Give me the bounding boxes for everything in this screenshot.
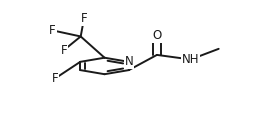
Text: F: F xyxy=(49,24,56,37)
Text: F: F xyxy=(52,72,58,85)
Text: F: F xyxy=(60,44,67,57)
Text: O: O xyxy=(152,29,162,42)
Text: N: N xyxy=(124,55,133,68)
Text: F: F xyxy=(81,12,87,25)
Text: NH: NH xyxy=(182,53,199,66)
